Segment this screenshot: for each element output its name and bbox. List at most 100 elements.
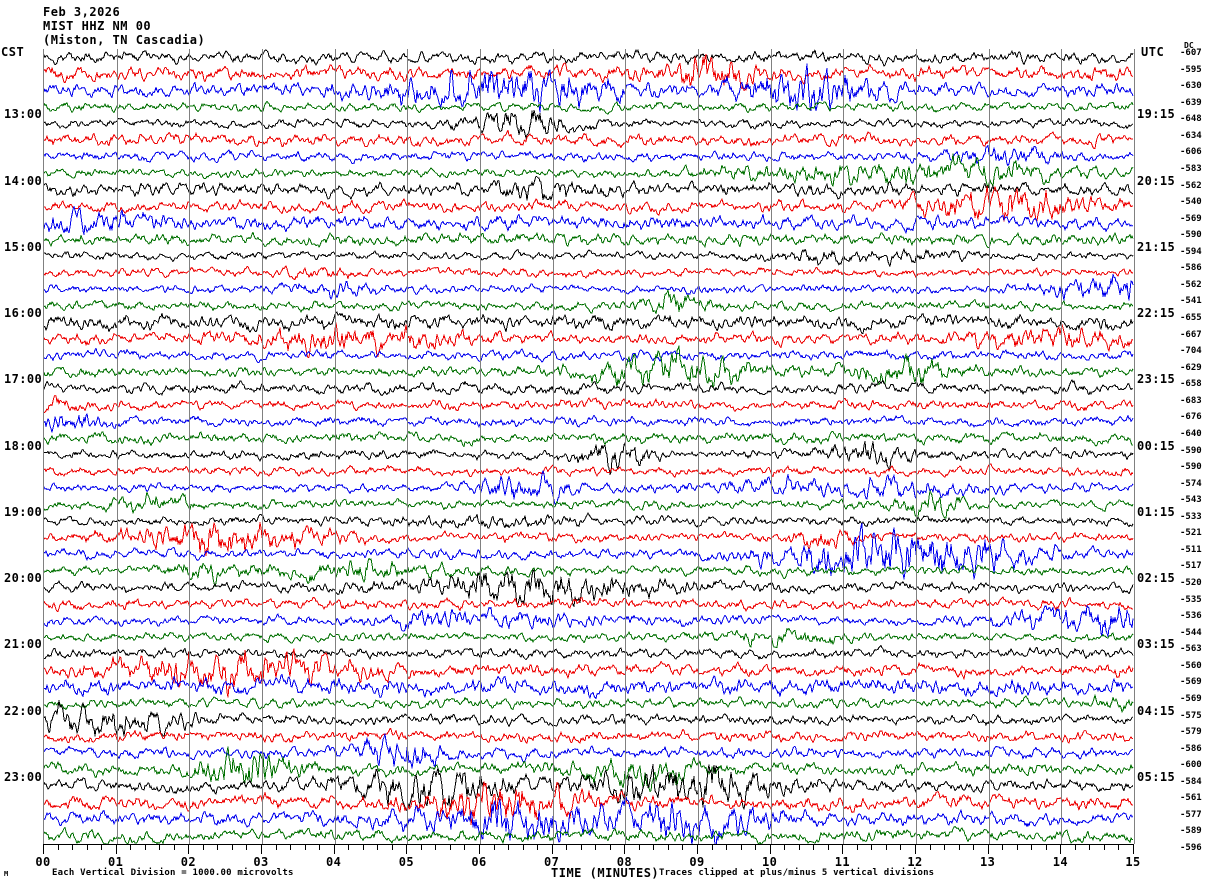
x-tick-minor: [1103, 845, 1105, 850]
x-tick-minor: [217, 845, 219, 850]
trace-line: [44, 558, 1134, 587]
minute-gridline: [334, 49, 336, 844]
corner-mark: M: [4, 870, 9, 878]
trace-line: [44, 273, 1134, 301]
x-tick-major: [769, 845, 771, 854]
cst-hour-label: 21:00: [4, 637, 43, 652]
x-tick-label: 08: [616, 855, 632, 869]
trace-line: [44, 490, 1134, 521]
x-tick-label: 12: [907, 855, 923, 869]
dc-offset-value: -589: [1180, 826, 1202, 837]
trace-line: [44, 463, 1134, 478]
trace-line: [44, 826, 1134, 844]
dc-offset-value: -535: [1180, 594, 1202, 605]
cst-hour-label: 15:00: [4, 239, 43, 254]
x-tick-minor: [580, 845, 582, 850]
dc-offset-value: -596: [1180, 843, 1202, 853]
x-tick-major: [624, 845, 626, 854]
utc-hour-label: 02:15: [1137, 571, 1176, 585]
x-tick-label: 15: [1125, 855, 1141, 869]
cst-hour-label: 14:00: [4, 173, 43, 188]
x-tick-minor: [86, 845, 88, 850]
dc-offset-value: -541: [1180, 296, 1202, 307]
x-tick-minor: [377, 845, 379, 850]
x-tick-major: [551, 845, 553, 854]
x-tick-major: [115, 845, 117, 854]
minute-gridline: [1061, 49, 1063, 844]
dc-offset-value: -560: [1180, 660, 1202, 671]
dc-offset-value: -658: [1180, 379, 1202, 390]
x-tick-label: 03: [253, 855, 269, 869]
left-axis-label: CST: [1, 45, 25, 59]
minute-gridline: [843, 49, 845, 844]
x-tick-minor: [638, 845, 640, 850]
dc-offset-value: -595: [1180, 64, 1202, 75]
seismic-traces: [44, 49, 1134, 844]
helicorder-plot[interactable]: [43, 49, 1135, 844]
trace-line: [44, 470, 1134, 505]
trace-line: [44, 185, 1134, 222]
cst-hour-label: 20:00: [4, 571, 43, 585]
cst-hour-label: 23:00: [4, 769, 43, 784]
dc-offset-value: -607: [1180, 48, 1202, 58]
trace-line: [44, 347, 1134, 364]
x-tick-minor: [1074, 845, 1076, 850]
cst-hour-label: 13:00: [4, 107, 43, 122]
minute-gridline: [189, 49, 191, 844]
x-tick-minor: [72, 845, 74, 850]
trace-line: [44, 569, 1134, 608]
header-date: Feb 3,2026: [43, 5, 121, 19]
minute-gridline: [625, 49, 627, 844]
dc-offset-value: -648: [1180, 114, 1202, 125]
x-tick-minor: [202, 845, 204, 850]
trace-line: [44, 153, 1134, 189]
dc-offset-value: -704: [1180, 346, 1202, 357]
x-tick-minor: [726, 845, 728, 850]
x-tick-minor: [173, 845, 175, 850]
dc-offset-value: -569: [1180, 677, 1202, 688]
utc-hour-label: 03:15: [1137, 637, 1176, 652]
x-tick-minor: [900, 845, 902, 850]
cst-hour-label: 19:00: [4, 504, 43, 519]
dc-offset-value: -676: [1180, 412, 1202, 423]
dc-offset-value: -667: [1180, 329, 1202, 340]
x-tick-minor: [609, 845, 611, 850]
x-tick-label: 00: [35, 855, 51, 869]
trace-line: [44, 63, 1134, 113]
x-tick-minor: [944, 845, 946, 850]
trace-line: [44, 248, 1134, 267]
right-axis-label: UTC: [1141, 45, 1165, 59]
x-tick-minor: [304, 845, 306, 850]
x-axis-title: TIME (MINUTES): [551, 866, 660, 880]
x-tick-label: 10: [762, 855, 778, 869]
trace-line: [44, 100, 1134, 115]
x-tick-major: [987, 845, 989, 854]
x-axis-line: [43, 844, 1134, 845]
trace-line: [44, 395, 1134, 414]
x-tick-minor: [798, 845, 800, 850]
trace-line: [44, 441, 1134, 475]
x-tick-minor: [784, 845, 786, 850]
dc-offset-value: -590: [1180, 462, 1202, 473]
minute-gridline: [116, 49, 118, 844]
trace-line: [44, 673, 1134, 699]
x-tick-label: 11: [834, 855, 850, 869]
dc-offset-value: -586: [1180, 743, 1202, 754]
x-tick-minor: [319, 845, 321, 850]
dc-offset-value: -540: [1180, 197, 1202, 208]
trace-line: [44, 764, 1134, 812]
x-tick-minor: [57, 845, 59, 850]
minute-gridline: [480, 49, 481, 844]
x-tick-minor: [682, 845, 684, 850]
clip-note: Traces clipped at plus/minus 5 vertical …: [659, 868, 935, 878]
trace-line: [44, 728, 1134, 744]
trace-line: [44, 109, 1134, 139]
trace-line: [44, 322, 1134, 359]
trace-line: [44, 596, 1134, 612]
x-tick-major: [333, 845, 335, 854]
dc-offset-value: -590: [1180, 445, 1202, 456]
dc-offset-value: -544: [1180, 627, 1202, 638]
header-station: MIST HHZ NM 00: [43, 19, 152, 33]
x-tick-minor: [522, 845, 524, 850]
cst-hour-label: 18:00: [4, 438, 43, 453]
